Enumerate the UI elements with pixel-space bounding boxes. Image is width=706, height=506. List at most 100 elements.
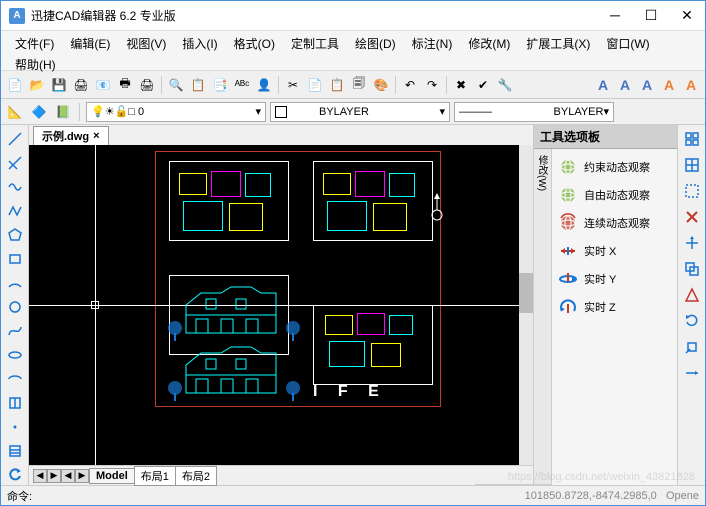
rtool-j[interactable] [682, 363, 702, 383]
layer-tool-1[interactable]: 📐 [5, 102, 25, 122]
toolbtn-1-3[interactable]: ᴬᴮᶜ [232, 75, 252, 95]
rtool-f[interactable] [682, 259, 702, 279]
toolbtn-1-0[interactable]: 🔍 [166, 75, 186, 95]
continuous-orbit-label: 连续动态观察 [584, 215, 650, 231]
tool-circle[interactable] [5, 297, 25, 317]
toolbtn-0-3[interactable]: 🖨 [71, 75, 91, 95]
toolbtn-3-0[interactable]: ↶ [400, 75, 420, 95]
toolbtn-2-0[interactable]: ✂ [283, 75, 303, 95]
color-selector[interactable]: BYLAYER▾ [270, 102, 450, 122]
tool-hatch[interactable] [5, 441, 25, 461]
layout-tab-布局2[interactable]: 布局2 [175, 466, 217, 486]
realtime-x[interactable]: 实时 X [556, 237, 673, 265]
toolbtn-4-2[interactable]: 🔧 [495, 75, 515, 95]
realtime-x-icon [558, 241, 578, 261]
rtool-g[interactable] [682, 285, 702, 305]
menu-w[interactable]: 窗口(W) [598, 33, 657, 54]
toolbtn-1-2[interactable]: 📑 [210, 75, 230, 95]
rtool-d[interactable] [682, 207, 702, 227]
font-btn-2[interactable]: A [637, 75, 657, 95]
menu-[interactable]: 定制工具 [283, 33, 347, 54]
layer-tool-2[interactable]: 🔷 [29, 102, 49, 122]
palette-title: 工具选项板 [534, 125, 677, 149]
status-bar: 命令: 101850.8728,-8474.2985,0 Opene [1, 485, 705, 505]
menu-f[interactable]: 文件(F) [7, 33, 62, 54]
side-tab-0[interactable]: 修改(W) [532, 149, 551, 485]
rtool-h[interactable] [682, 311, 702, 331]
linetype-selector[interactable]: ———BYLAYER▾ [454, 102, 614, 122]
font-btn-4[interactable]: A [681, 75, 701, 95]
rtool-a[interactable] [682, 129, 702, 149]
realtime-z[interactable]: 实时 Z [556, 293, 673, 321]
menu-x[interactable]: 扩展工具(X) [518, 33, 598, 54]
realtime-z-label: 实时 Z [584, 299, 616, 315]
font-btn-3[interactable]: A [659, 75, 679, 95]
layout-nav-0[interactable]: ◀ [33, 469, 47, 483]
toolbtn-4-0[interactable]: ✖ [451, 75, 471, 95]
rtool-c[interactable] [682, 181, 702, 201]
palette-items: 约束动态观察自由动态观察连续动态观察实时 X实时 Y 实时 Z [552, 149, 677, 485]
tool-line[interactable] [5, 129, 25, 149]
tool-block[interactable] [5, 393, 25, 413]
layout-tab-model[interactable]: Model [89, 468, 135, 484]
rtool-b[interactable] [682, 155, 702, 175]
document-tabs: 示例.dwg × [29, 125, 533, 145]
tool-point[interactable] [5, 417, 25, 437]
menu-m[interactable]: 修改(M) [460, 33, 518, 54]
menu-h[interactable]: 帮助(H) [7, 54, 64, 75]
close-button[interactable]: ✕ [677, 7, 697, 24]
toolbtn-4-1[interactable]: ✔ [473, 75, 493, 95]
toolbtn-0-5[interactable]: 🖶 [115, 75, 135, 95]
tool-rect[interactable] [5, 249, 25, 269]
menu-o[interactable]: 格式(O) [226, 33, 283, 54]
layout-nav-2[interactable]: ◀ [61, 469, 75, 483]
tool-wave[interactable] [5, 177, 25, 197]
menu-i[interactable]: 插入(I) [174, 33, 225, 54]
rtool-e[interactable] [682, 233, 702, 253]
minimize-button[interactable]: ─ [605, 7, 625, 24]
toolbtn-0-2[interactable]: 💾 [49, 75, 69, 95]
drawing-canvas[interactable]: I F E [29, 145, 533, 465]
layout-tabs: ◀▶◀▶Model布局1布局2 [29, 465, 533, 485]
layout-nav-3[interactable]: ▶ [75, 469, 89, 483]
tool-spline[interactable] [5, 321, 25, 341]
layout-tab-布局1[interactable]: 布局1 [134, 466, 176, 486]
tool-poly[interactable] [5, 225, 25, 245]
tool-pline[interactable] [5, 201, 25, 221]
font-btn-0[interactable]: A [593, 75, 613, 95]
toolbtn-0-0[interactable]: 📄 [5, 75, 25, 95]
toolbtn-2-3[interactable]: 🗐 [349, 75, 369, 95]
realtime-y-icon [558, 269, 578, 289]
continuous-orbit[interactable]: 连续动态观察 [556, 209, 673, 237]
free-orbit[interactable]: 自由动态观察 [556, 181, 673, 209]
tool-reset[interactable] [5, 465, 25, 485]
doc-tab[interactable]: 示例.dwg × [33, 126, 109, 145]
doc-tab-close[interactable]: × [93, 130, 99, 142]
tool-ellipse[interactable] [5, 345, 25, 365]
font-btn-1[interactable]: A [615, 75, 635, 95]
realtime-y[interactable]: 实时 Y [556, 265, 673, 293]
menu-n[interactable]: 标注(N) [404, 33, 461, 54]
constrained-orbit[interactable]: 约束动态观察 [556, 153, 673, 181]
tool-earc[interactable] [5, 369, 25, 389]
toolbtn-0-6[interactable]: 🖨 [137, 75, 157, 95]
toolbtn-0-4[interactable]: 📧 [93, 75, 113, 95]
menu-d[interactable]: 绘图(D) [347, 33, 404, 54]
toolbtn-2-2[interactable]: 📋 [327, 75, 347, 95]
toolbtn-0-1[interactable]: 📂 [27, 75, 47, 95]
toolbtn-1-4[interactable]: 👤 [254, 75, 274, 95]
layer-selector[interactable]: 💡☀🔓□ 0 ▾ [86, 102, 266, 122]
rtool-i[interactable] [682, 337, 702, 357]
toolbtn-1-1[interactable]: 📋 [188, 75, 208, 95]
titlebar: A 迅捷CAD编辑器 6.2 专业版 ─ ☐ ✕ [1, 1, 705, 31]
tool-arc[interactable] [5, 273, 25, 293]
menu-v[interactable]: 视图(V) [118, 33, 174, 54]
toolbtn-2-1[interactable]: 📄 [305, 75, 325, 95]
menu-e[interactable]: 编辑(E) [62, 33, 118, 54]
layout-nav-1[interactable]: ▶ [47, 469, 61, 483]
maximize-button[interactable]: ☐ [641, 7, 661, 24]
layer-tool-3[interactable]: 📗 [53, 102, 73, 122]
toolbtn-3-1[interactable]: ↷ [422, 75, 442, 95]
toolbtn-2-4[interactable]: 🎨 [371, 75, 391, 95]
tool-ray[interactable] [5, 153, 25, 173]
